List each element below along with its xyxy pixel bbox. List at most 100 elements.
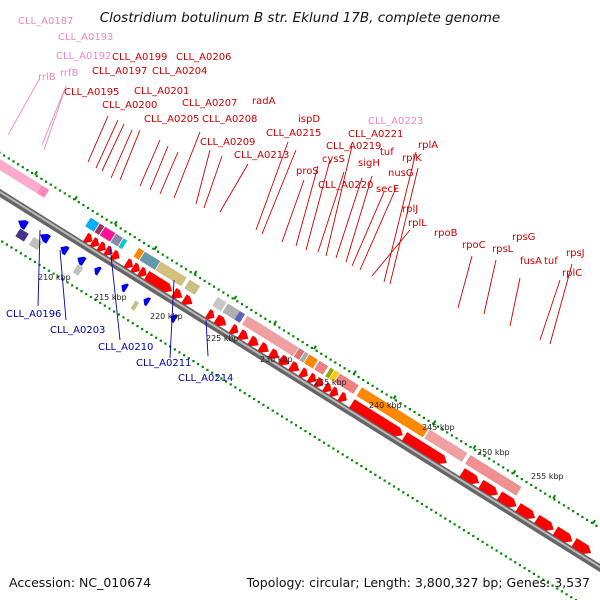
tick-dot	[287, 332, 290, 335]
major-tick	[512, 469, 517, 475]
label-leader-line	[335, 177, 363, 259]
tick-dot	[434, 511, 438, 514]
gene-feature	[212, 296, 227, 312]
reverse-gene-arrow	[18, 220, 29, 230]
tick-dot	[248, 394, 251, 398]
forward-gene-label: rplA	[418, 140, 438, 151]
forward-gene-arrow	[306, 372, 317, 383]
reverse-gene-arrow	[77, 256, 87, 266]
label-leader-line	[457, 255, 473, 309]
tick-dot	[350, 459, 354, 462]
tick-dot	[133, 236, 136, 239]
tick-dot	[58, 189, 62, 192]
tick-dot	[198, 276, 202, 280]
tick-dot	[108, 307, 111, 310]
tick-dot	[103, 304, 106, 307]
tick-dot	[127, 319, 130, 322]
tick-dot	[212, 285, 216, 288]
gene-feature	[99, 226, 116, 242]
tick-dot	[490, 546, 494, 549]
forward-gene-label: CLL_A0207	[182, 98, 237, 109]
tick-dot	[211, 371, 214, 374]
major-tick	[552, 494, 557, 500]
tick-dot	[556, 587, 559, 590]
label-leader-line	[359, 187, 397, 271]
tick-dot	[86, 206, 90, 210]
tick-dot	[308, 432, 312, 436]
tick-dot	[7, 157, 10, 160]
tick-dot	[240, 303, 244, 306]
tick-dot	[194, 273, 197, 277]
forward-gene-arrow	[213, 314, 227, 327]
kbp-tick-label: 250 kbp	[477, 448, 510, 457]
genome-summary-text: Topology: circular; Length: 3,800,327 bp…	[246, 575, 590, 590]
tick-dot	[560, 590, 563, 593]
tick-dot	[418, 413, 421, 417]
tick-dot	[68, 195, 71, 198]
tick-dot	[224, 380, 228, 383]
reverse-gene-feature	[15, 228, 30, 242]
tick-dot	[43, 266, 46, 269]
tick-dot	[276, 412, 279, 415]
tick-dot	[310, 346, 314, 350]
label-leader-line	[119, 129, 141, 181]
forward-gene-label: CLL_A0220	[318, 180, 373, 191]
forward-gene-label: CLL_A0195	[64, 87, 119, 98]
tick-dot	[208, 282, 211, 285]
major-tick	[352, 370, 357, 375]
kbp-tick-label: 245 kbp	[422, 423, 455, 432]
map-title: Clostridium botulinum B str. Eklund 17B,…	[99, 10, 501, 26]
tick-dot	[119, 227, 122, 230]
tick-dot	[411, 497, 414, 500]
forward-gene-label: CLL_A0205	[144, 114, 199, 125]
tick-dot	[486, 543, 489, 546]
tick-dot	[155, 336, 158, 339]
tick-dot	[136, 325, 139, 328]
tick-dot	[141, 327, 144, 331]
forward-gene-label: rrlB	[38, 72, 56, 83]
tick-dot	[80, 290, 83, 293]
forward-gene-label: rpsL	[492, 244, 514, 255]
tick-dot	[467, 531, 470, 535]
gene-feature	[139, 251, 161, 271]
tick-dot	[530, 483, 533, 487]
tick-dot	[376, 387, 379, 390]
forward-gene-label: fusA	[520, 256, 542, 267]
label-leader-line	[351, 191, 385, 267]
forward-gene-label: proS	[296, 166, 319, 177]
tick-dot	[105, 218, 108, 221]
tick-dot	[285, 418, 288, 421]
tick-dot	[562, 504, 565, 507]
label-leader-line	[159, 151, 179, 195]
tick-dot	[366, 381, 370, 384]
tick-dot	[292, 335, 295, 338]
forward-gene-arrow	[144, 271, 173, 293]
tick-dot	[243, 392, 246, 395]
tick-dot	[150, 333, 153, 336]
tick-dot	[525, 480, 528, 484]
label-leader-line	[325, 145, 353, 257]
label-leader-line	[549, 263, 573, 345]
tick-dot	[187, 357, 190, 360]
tick-dot	[252, 397, 256, 401]
reverse-gene-label: CLL_A0210	[98, 342, 153, 353]
forward-gene-arrow	[205, 309, 215, 320]
tick-dot	[234, 386, 237, 389]
tick-dot	[91, 209, 94, 213]
kbp-tick-label: 255 kbp	[531, 472, 564, 481]
label-leader-line	[205, 319, 209, 357]
forward-gene-label: CLL_A0200	[102, 100, 157, 111]
tick-dot	[192, 360, 195, 363]
label-leader-line	[41, 85, 67, 146]
label-leader-line	[101, 123, 125, 172]
label-leader-line	[389, 167, 419, 285]
tick-dot	[534, 486, 537, 489]
forward-gene-label: rpoC	[462, 240, 486, 251]
reverse-gene-feature	[72, 264, 84, 276]
forward-gene-arrow	[181, 294, 193, 305]
tick-dot	[142, 241, 146, 245]
forward-gene-label: rplK	[402, 153, 422, 164]
tick-dot	[3, 154, 6, 157]
label-leader-line	[305, 159, 331, 251]
tick-dot	[259, 314, 262, 317]
